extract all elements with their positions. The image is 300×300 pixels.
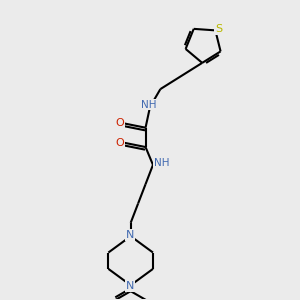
Text: N: N [126,281,134,291]
Text: N: N [126,230,134,240]
Text: NH: NH [141,100,156,110]
Text: NH: NH [154,158,169,168]
Text: S: S [215,24,223,34]
Text: O: O [115,138,124,148]
Text: O: O [115,118,124,128]
